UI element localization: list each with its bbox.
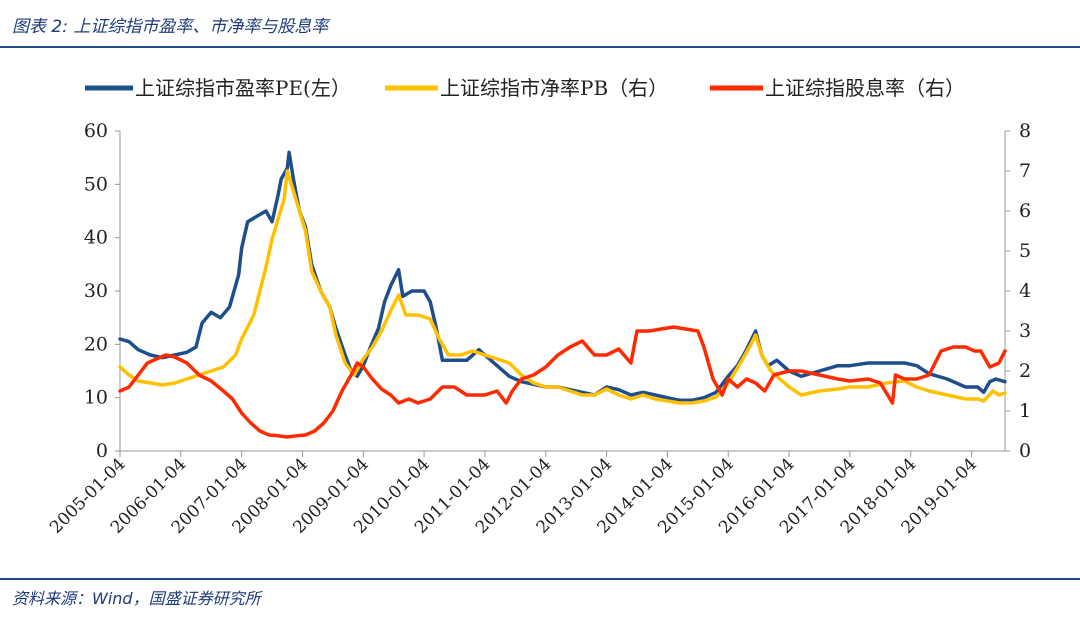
right-tick-label: 4 [1019,280,1031,302]
right-tick-label: 1 [1019,400,1031,422]
right-tick-label: 3 [1019,320,1031,342]
right-tick-label: 2 [1019,360,1031,382]
left-tick-label: 60 [84,120,108,142]
left-tick-label: 10 [84,387,108,409]
source-note: 资料来源：Wind，国盛证券研究所 [12,589,261,608]
bottom-divider [0,578,1080,580]
legend-label-dy: 上证综指股息率（右） [765,76,965,100]
legend-label-pe: 上证综指市盈率PE(左） [135,76,351,100]
pb-line [118,169,1007,405]
right-tick-label: 5 [1019,240,1031,262]
pe-line [118,150,1007,403]
left-tick-label: 50 [84,173,108,195]
legend: 上证综指市盈率PE(左） 上证综指市净率PB（右） 上证综指股息率（右） [85,76,965,100]
x-axis-ticks: 2005-01-042006-01-042007-01-042008-01-04… [46,451,981,538]
figure-title: 图表 2: 上证综指市盈率、市净率与股息率 [12,17,329,37]
left-axis-ticks: 0 10 20 30 40 50 60 [84,120,120,462]
right-tick-label: 8 [1019,120,1031,142]
right-tick-label: 7 [1019,160,1031,182]
left-tick-label: 40 [84,227,108,249]
chart: 上证综指市盈率PE(左） 上证综指市净率PB（右） 上证综指股息率（右） 010… [46,76,1031,538]
left-tick-label: 30 [84,280,108,302]
top-divider [0,46,1080,48]
series-group [118,150,1007,439]
legend-label-pb: 上证综指市净率PB（右） [440,76,668,100]
right-tick-label: 6 [1019,200,1031,222]
left-tick-label: 20 [84,333,108,355]
dividend-yield-line [118,325,1007,439]
left-tick-label: 0 [96,440,108,462]
right-tick-label: 0 [1019,440,1031,462]
right-axis-ticks: 0 1 2 3 4 5 6 7 8 [1005,120,1031,462]
